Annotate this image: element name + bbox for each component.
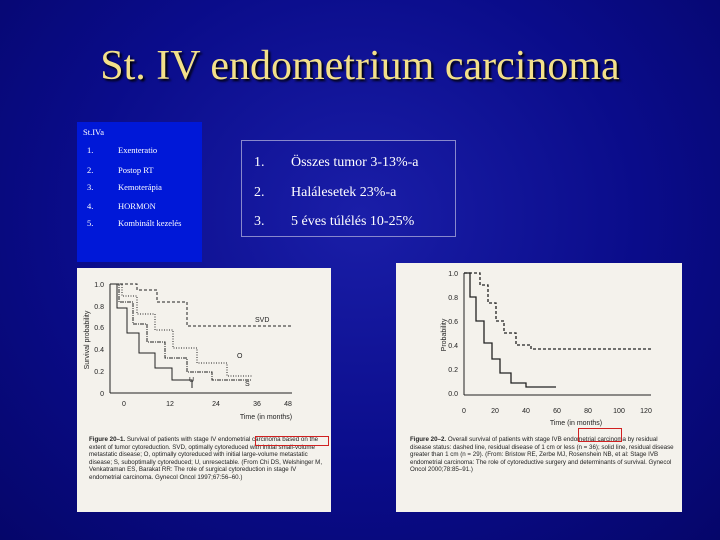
y-tick-label: 0.6: [94, 325, 104, 332]
curve-label: O: [237, 353, 243, 360]
caption-lead: Figure 20–1.: [89, 436, 126, 443]
highlight-box: [578, 428, 622, 442]
curve-svd: [110, 283, 292, 327]
curve-residual-1cm-or-less: [464, 272, 651, 350]
list-item-text: Halálesetek 23%-a: [291, 185, 397, 200]
caption-text: Overall survival of patients with stage …: [410, 436, 674, 474]
y-tick-label: 1.0: [448, 271, 458, 278]
x-tick-label: 0: [462, 408, 466, 415]
x-tick-label: 24: [212, 401, 220, 408]
y-axis-label: Probability: [441, 318, 448, 351]
y-tick-label: 0.4: [448, 343, 458, 350]
y-tick-label: 1.0: [94, 282, 104, 289]
y-tick-label: 0.6: [448, 319, 458, 326]
x-tick-label: 100: [613, 408, 625, 415]
curve-o: [110, 283, 252, 377]
curve-s: [110, 283, 252, 381]
list-item-number: 3.: [87, 182, 94, 192]
list-item-number: 3.: [254, 214, 265, 229]
list-item-text: 5 éves túlélés 10-25%: [291, 214, 415, 229]
figure-survival-cytoreduction: 1.0 0.8 0.6 0.4 0.2 0 0 12 24 36 48 Time…: [77, 268, 331, 512]
x-tick-label: 12: [166, 401, 174, 408]
x-tick-label: 20: [491, 408, 499, 415]
list-item-number: 2.: [254, 185, 265, 200]
x-axis-label: Time (in months): [240, 414, 292, 421]
list-item-number: 2.: [87, 165, 94, 175]
caption-text: Survival of patients with stage IV endom…: [89, 436, 323, 481]
x-tick-label: 80: [584, 408, 592, 415]
treatment-list-box: St.IVa 1. Exenteratio 2. Postop RT 3. Ke…: [77, 122, 202, 262]
highlight-box: [255, 436, 329, 446]
survival-plot-2: 1.0 0.8 0.6 0.4 0.2 0.0 0 20 40 60 80 10…: [441, 271, 652, 427]
list-item-text: Exenteratio: [118, 145, 158, 155]
figure-overall-survival: 1.0 0.8 0.6 0.4 0.2 0.0 0 20 40 60 80 10…: [396, 263, 682, 512]
figure-caption: Figure 20–1. Survival of patients with s…: [89, 436, 327, 482]
y-tick-label: 0.2: [448, 367, 458, 374]
list-item-text: Kombinált kezelés: [118, 218, 182, 228]
x-axis-label: Time (in months): [550, 420, 602, 427]
list-item-number: 1.: [87, 145, 94, 155]
curve-residual-over-1cm: [464, 272, 556, 388]
x-tick-label: 120: [640, 408, 652, 415]
list-item-text: Postop RT: [118, 165, 154, 175]
y-tick-label: 0.2: [94, 369, 104, 376]
list-item-text: Összes tumor 3-13%-a: [291, 155, 419, 170]
curve-label: U: [189, 377, 194, 384]
treatment-list-header: St.IVa: [83, 127, 105, 137]
curve-label: S: [245, 381, 250, 388]
x-tick-label: 60: [553, 408, 561, 415]
statistics-box: 1. Összes tumor 3-13%-a 2. Halálesetek 2…: [241, 140, 456, 237]
list-item-number: 5.: [87, 218, 94, 228]
slide-title: St. IV endometrium carcinoma: [100, 43, 620, 89]
y-tick-label: 0.4: [94, 347, 104, 354]
survival-plot-1: 1.0 0.8 0.6 0.4 0.2 0 0 12 24 36 48 Time…: [84, 282, 292, 421]
curve-label: SVD: [255, 317, 269, 324]
y-tick-label: 0: [100, 391, 104, 398]
list-item-text: HORMON: [118, 201, 156, 211]
y-tick-label: 0.8: [94, 304, 104, 311]
list-item-number: 1.: [254, 155, 265, 170]
y-tick-label: 0.8: [448, 295, 458, 302]
list-item-number: 4.: [87, 201, 94, 211]
y-tick-label: 0.0: [448, 391, 458, 398]
x-tick-label: 0: [122, 401, 126, 408]
x-tick-label: 48: [284, 401, 292, 408]
curve-u: [110, 283, 193, 388]
y-axis-label: Survival probability: [84, 310, 91, 369]
x-tick-label: 40: [522, 408, 530, 415]
caption-lead: Figure 20–2.: [410, 436, 447, 443]
x-tick-label: 36: [253, 401, 261, 408]
figure-caption: Figure 20–2. Overall survival of patient…: [410, 436, 678, 474]
list-item-text: Kemoterápia: [118, 182, 162, 192]
